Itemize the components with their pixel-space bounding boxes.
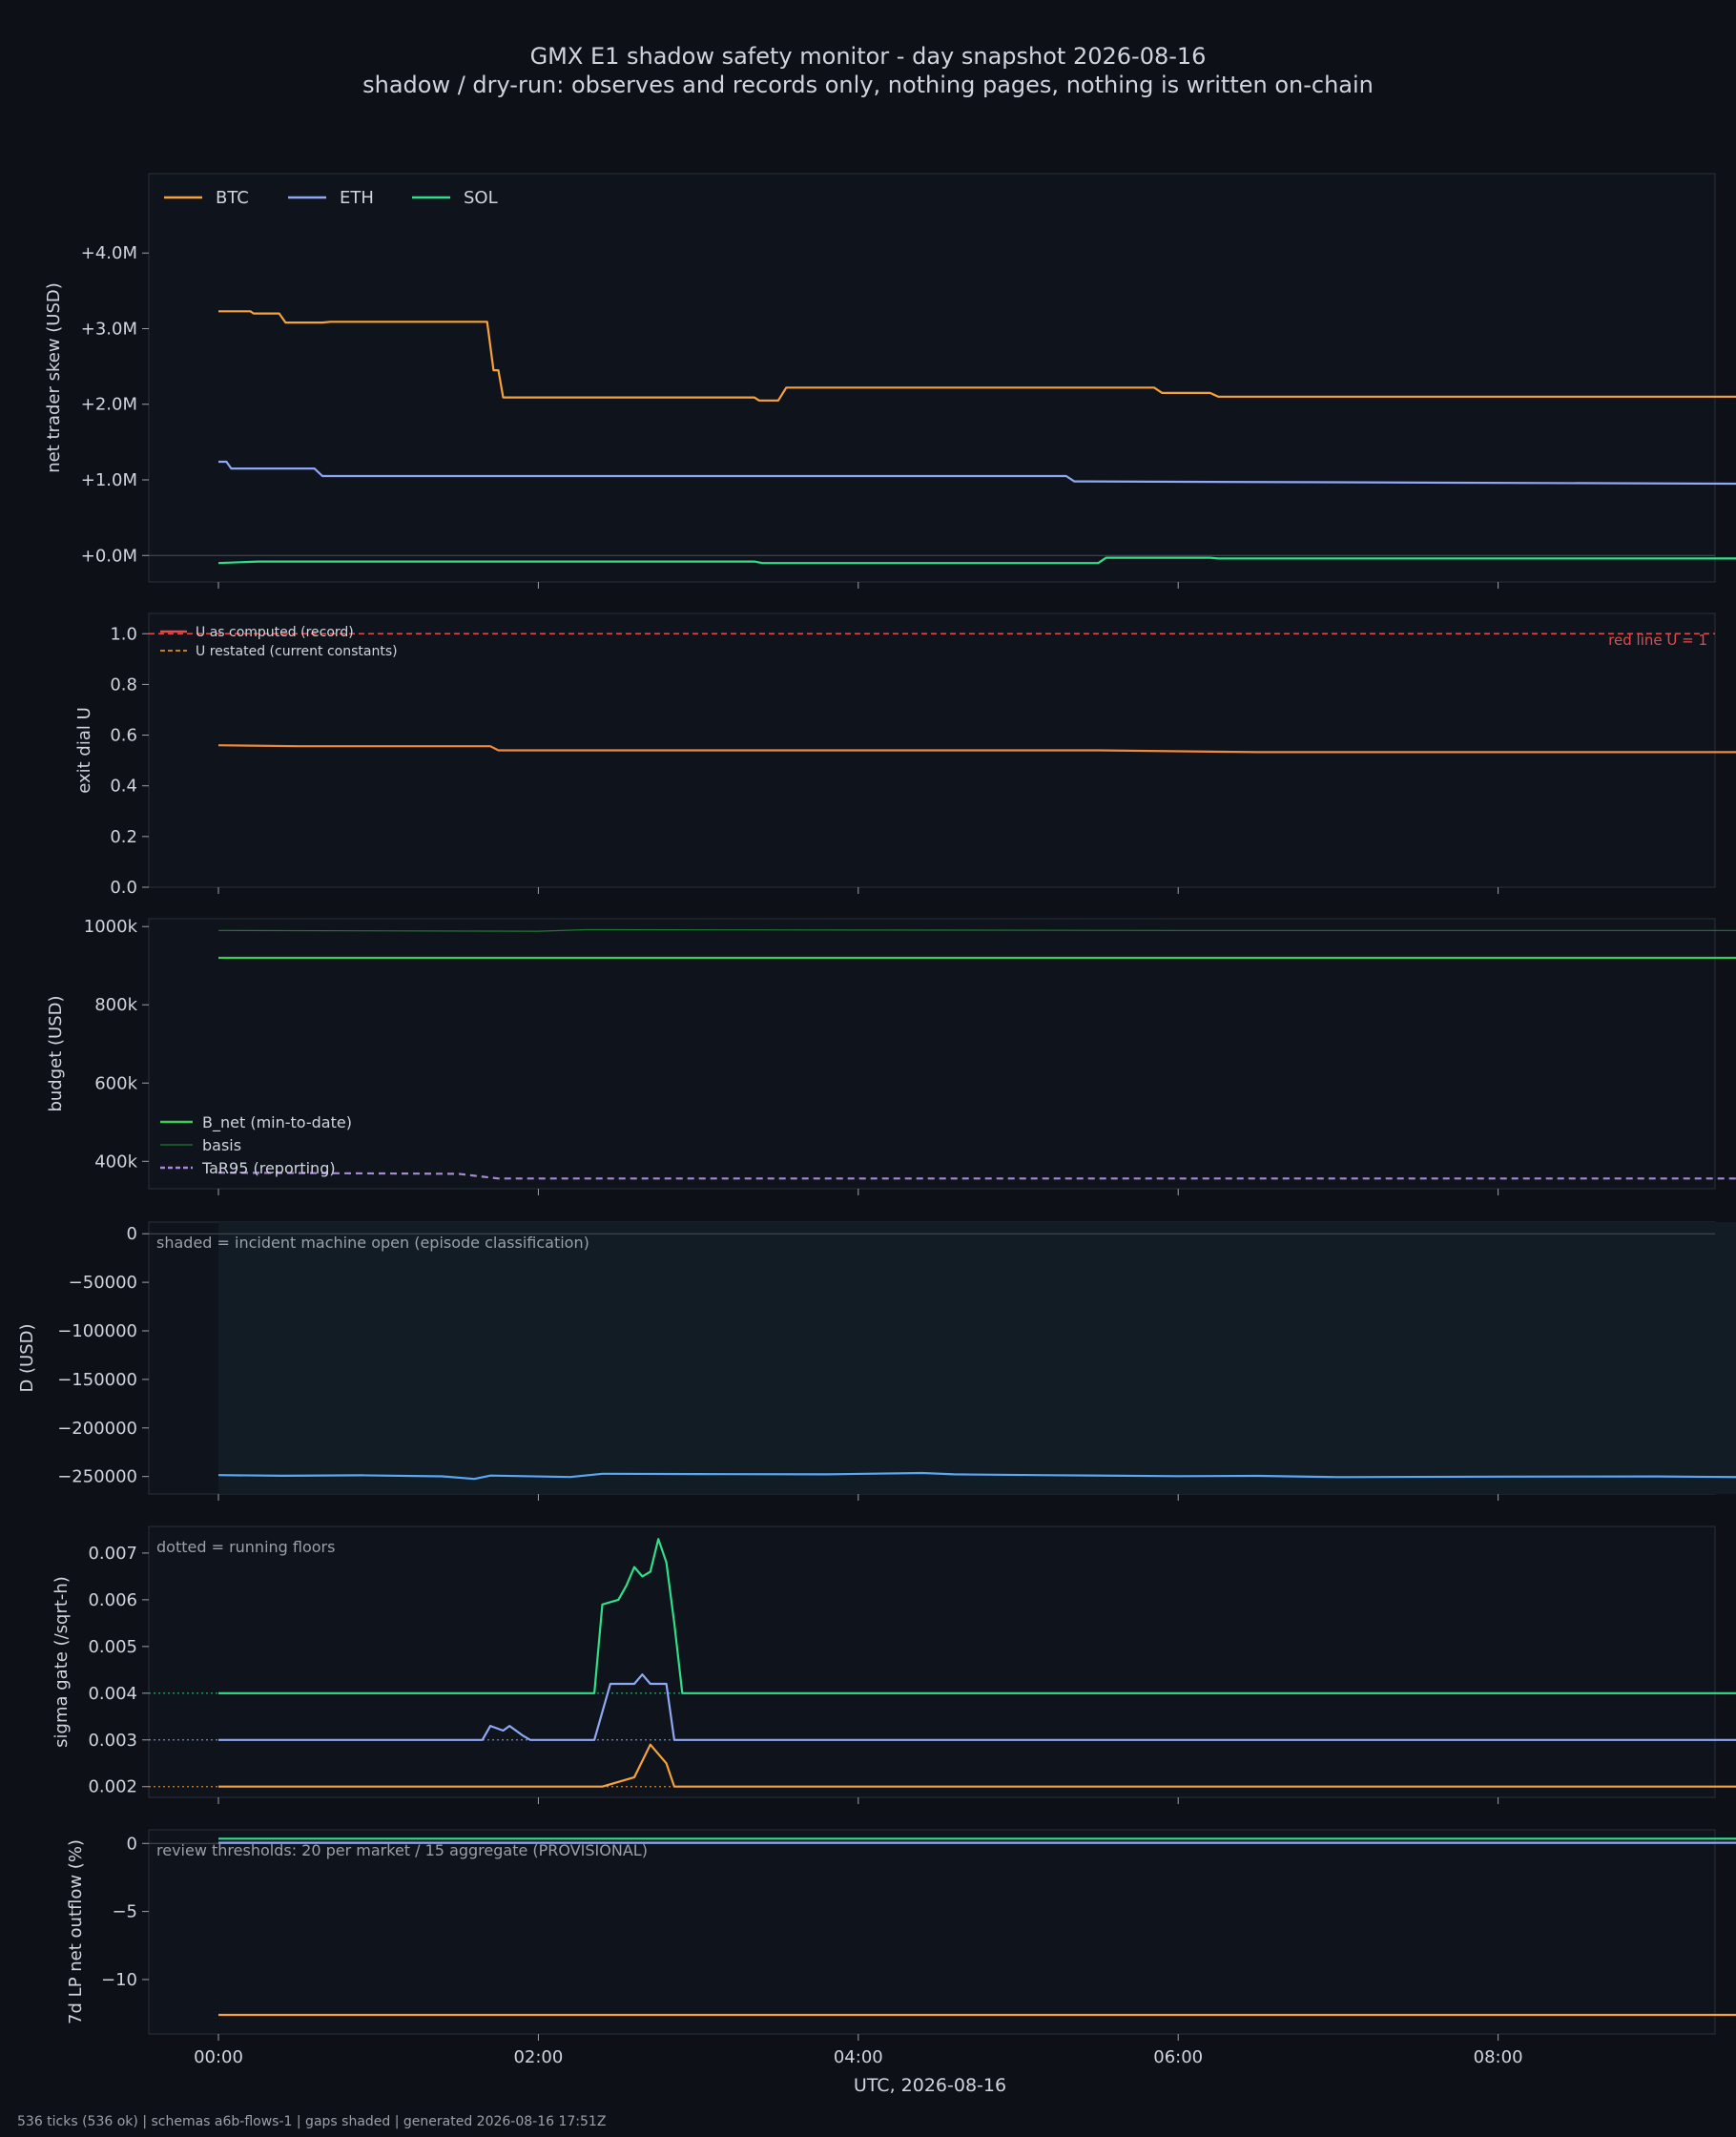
- x-tick-label: 04:00: [834, 2047, 883, 2067]
- legend-label: ETH: [340, 188, 374, 208]
- y-axis-label: net trader skew (USD): [44, 282, 64, 473]
- x-tick-label: 00:00: [194, 2047, 243, 2067]
- plot-frame: [148, 173, 1716, 583]
- plot-frame: [148, 918, 1716, 1190]
- y-tick-label: 0.005: [88, 1637, 137, 1657]
- series-line-sol: [218, 1538, 1736, 1694]
- x-tick-label: 08:00: [1474, 2047, 1523, 2067]
- legend-label: SOL: [464, 188, 498, 208]
- panel-skew: +0.0M +1.0M +2.0M +3.0M +4.0M net trader skew…: [44, 173, 1736, 589]
- plot-frame: [148, 1829, 1716, 2035]
- y-tick-label: −5: [112, 1902, 137, 1922]
- x-tick-label: 06:00: [1153, 2047, 1203, 2067]
- y-axis-label: exit dial U: [74, 707, 94, 794]
- y-tick-label: 600k: [94, 1073, 137, 1093]
- y-axis-label: 7d LP net outflow (%): [66, 1839, 86, 2024]
- panels: +0.0M +1.0M +2.0M +3.0M +4.0M net trader skew…: [17, 173, 1736, 2096]
- y-axis-label: D (USD): [17, 1323, 37, 1392]
- y-tick-label: 0.0: [110, 878, 137, 898]
- series-line-sol: [217, 556, 1736, 565]
- y-tick-label: 0.003: [88, 1731, 137, 1751]
- series-line-btc: [218, 310, 1736, 402]
- series-line-btc: [218, 2013, 1736, 2017]
- y-tick-label: 0.4: [110, 777, 137, 797]
- plot-frame: [148, 1525, 1716, 1798]
- series-line-btc: [218, 1743, 1736, 1788]
- y-tick-label: 0: [127, 1834, 137, 1854]
- series-line-d: [217, 1471, 1736, 1481]
- y-tick-label: −150000: [57, 1370, 137, 1390]
- x-tick-label: 02:00: [513, 2047, 563, 2067]
- series-line-eth: [218, 1841, 1736, 1844]
- y-tick-label: −50000: [69, 1273, 137, 1293]
- y-tick-label: 0.006: [88, 1590, 137, 1610]
- y-axis-label: sigma gate (/sqrt-h): [52, 1576, 72, 1748]
- figure-subtitle: shadow / dry-run: observes and records o…: [362, 72, 1374, 98]
- legend-label: TaR95 (reporting): [201, 1159, 336, 1177]
- y-tick-label: +0.0M: [81, 546, 137, 566]
- y-tick-label: −200000: [57, 1419, 137, 1439]
- y-tick-label: −100000: [57, 1321, 137, 1341]
- series-line-eth: [218, 460, 1736, 486]
- figure-title: GMX E1 shadow safety monitor - day snaps…: [530, 43, 1207, 70]
- y-axis-label: budget (USD): [46, 995, 66, 1111]
- y-tick-label: 0.6: [110, 726, 137, 746]
- panel-exit: 0.0 0.2 0.4 0.6 0.8 1.0 exit dial U red line U …: [74, 612, 1736, 898]
- panel-annotation: review thresholds: 20 per market / 15 ag…: [156, 1841, 648, 1859]
- y-tick-label: 1000k: [84, 917, 138, 937]
- y-tick-label: 0: [127, 1224, 137, 1244]
- legend-label: B_net (min-to-date): [202, 1113, 352, 1132]
- x-axis-label: UTC, 2026-08-16: [854, 2075, 1006, 2096]
- y-tick-label: 0.2: [110, 827, 137, 847]
- y-tick-label: −250000: [57, 1467, 137, 1487]
- series-line-eth: [218, 1673, 1736, 1741]
- y-tick-label: 1.0: [110, 624, 137, 644]
- y-tick-label: +1.0M: [81, 470, 137, 490]
- y-tick-label: +2.0M: [81, 395, 137, 415]
- panel-annotation: dotted = running floors: [156, 1538, 335, 1556]
- threshold-annotation: red line U = 1: [1608, 632, 1707, 649]
- series-line-basis: [217, 928, 1736, 932]
- panel-outflow: 0−5−1000:0002:0004:0006:0008:0010:0012:0…: [66, 1829, 1736, 2096]
- y-tick-label: −10: [101, 1970, 137, 1990]
- legend-label: U restated (current constants): [196, 644, 398, 659]
- legend-label: basis: [202, 1136, 241, 1154]
- y-tick-label: 0.004: [88, 1684, 137, 1704]
- y-tick-label: 0.002: [88, 1777, 137, 1797]
- panel-drawdown: 0 −50000 −100000 −150000 −200000 −250000 D (US…: [17, 1221, 1736, 1501]
- y-tick-label: +3.0M: [81, 319, 137, 339]
- legend-label: BTC: [216, 188, 249, 208]
- panel-budget: 400k 600k 800k 1000k budget (USD) B_net (min-…: [46, 917, 1736, 1195]
- incident-shade: [218, 1222, 1736, 1494]
- y-tick-label: +4.0M: [81, 243, 137, 263]
- y-tick-label: 400k: [94, 1151, 137, 1172]
- y-tick-label: 0.007: [88, 1544, 137, 1564]
- legend-label: U as computed (record): [196, 625, 354, 640]
- footer-status: 536 ticks (536 ok) | schemas a6b-flows-1…: [17, 2114, 606, 2129]
- y-tick-label: 800k: [94, 995, 137, 1015]
- y-tick-label: 0.8: [110, 674, 137, 695]
- panel-sigma: 0.002 0.003 0.004 0.005 0.006 0.007 sigma gate…: [52, 1525, 1736, 1804]
- series-line-u-as-computed-record: [217, 744, 1736, 754]
- panel-annotation: shaded = incident machine open (episode …: [156, 1234, 589, 1252]
